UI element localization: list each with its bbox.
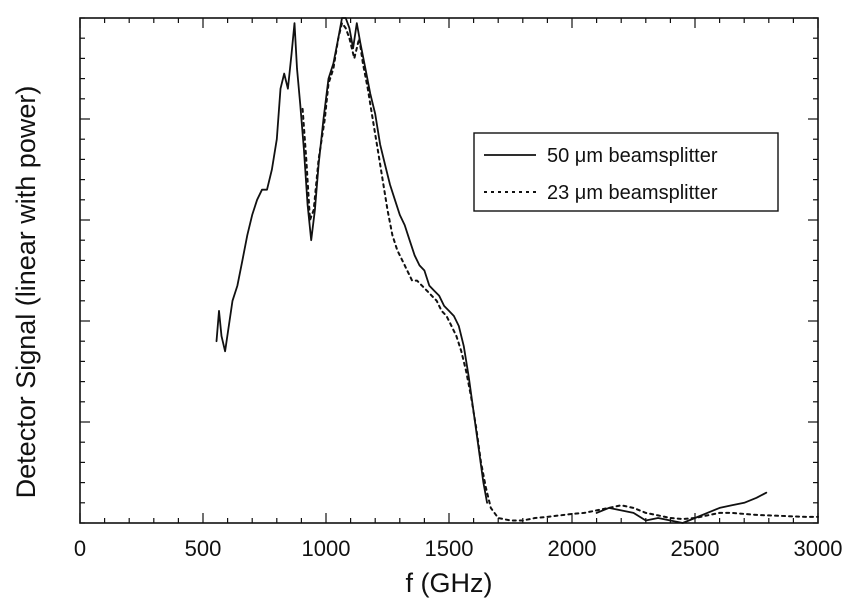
y-axis-title: Detector Signal (linear with power) [11, 86, 41, 499]
series-line-1 [595, 491, 768, 524]
plot-frame [79, 17, 819, 524]
plot-layer: 0 500 1000 1500 2000 2500 3000 50 μm beamsplitt… [74, 17, 843, 561]
series-line-2 [301, 22, 819, 522]
x-tick-label: 3000 [794, 536, 843, 561]
legend-label-1: 50 μm beamsplitter [547, 145, 718, 167]
series-line-1 [215, 17, 488, 504]
x-tick-label: 0 [74, 536, 86, 561]
x-tick-label: 500 [185, 536, 222, 561]
x-tick-label: 2500 [671, 536, 720, 561]
x-axis-title: f (GHz) [406, 568, 493, 598]
x-tick-label: 1000 [302, 536, 351, 561]
x-tick-label: 1500 [425, 536, 474, 561]
legend-label-2: 23 μm beamsplitter [547, 182, 718, 204]
x-tick-label: 2000 [548, 536, 597, 561]
legend-box [473, 132, 779, 212]
